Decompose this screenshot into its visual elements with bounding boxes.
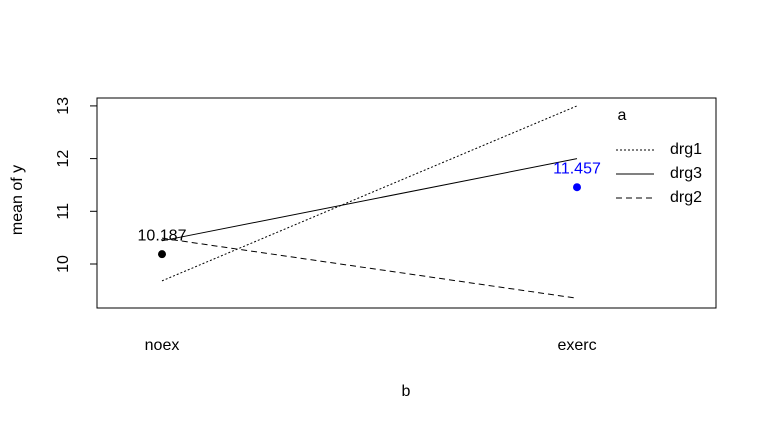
x-tick-label: noex xyxy=(145,337,180,354)
legend-label: drg1 xyxy=(670,141,702,158)
point xyxy=(573,183,581,192)
y-tick-label: 11 xyxy=(55,203,72,220)
y-axis-label: mean of y xyxy=(9,165,26,235)
point xyxy=(158,250,166,259)
y-tick-label: 13 xyxy=(55,97,72,115)
x-tick-label: exerc xyxy=(557,337,596,354)
plot-frame xyxy=(96,97,717,309)
point-label: 11.457 xyxy=(553,160,601,177)
y-tick-label: 12 xyxy=(55,150,72,168)
legend-label: drg3 xyxy=(670,165,702,182)
point-label: 10.187 xyxy=(138,227,187,244)
x-axis-label: b xyxy=(402,383,411,400)
series-line xyxy=(161,158,578,242)
y-tick-label: 10 xyxy=(55,255,72,273)
series-line xyxy=(161,105,578,282)
legend-title: a xyxy=(618,107,627,124)
legend-label: drg2 xyxy=(670,189,702,206)
series-line xyxy=(161,237,578,299)
